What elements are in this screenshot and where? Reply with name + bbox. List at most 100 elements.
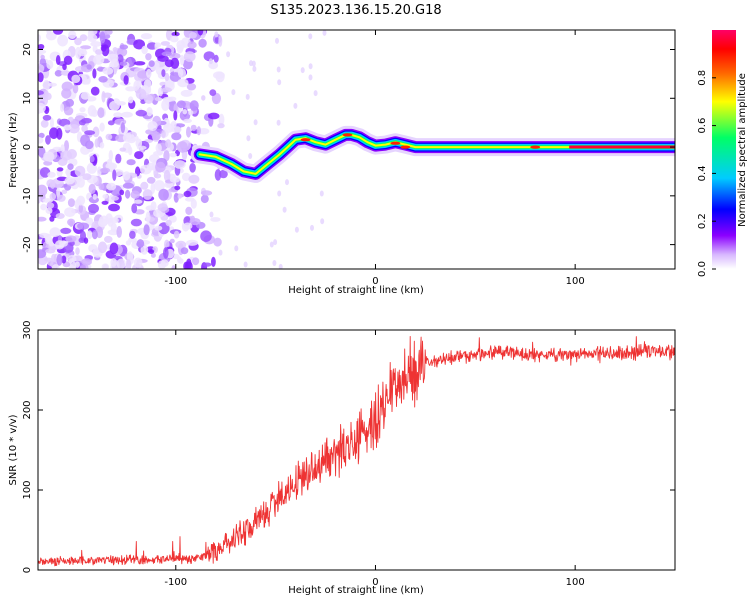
noise-blob [50, 117, 54, 129]
noise-blob [137, 70, 149, 79]
noise-blob [55, 55, 61, 65]
noise-blob [40, 119, 49, 128]
noise-blob [67, 163, 74, 170]
noise-speck [319, 190, 324, 197]
noise-blob [121, 111, 133, 118]
noise-blob [81, 258, 92, 266]
noise-blob [158, 188, 169, 201]
noise-blob [88, 30, 98, 36]
noise-blob [163, 169, 171, 182]
ridge-hotspot [400, 145, 411, 149]
noise-blob [107, 120, 115, 126]
noise-blob [219, 169, 228, 179]
noise-blob [179, 47, 184, 52]
noise-blob [209, 89, 217, 96]
noise-blob [183, 51, 196, 62]
noise-blob [180, 247, 189, 255]
ridge-hotspot [530, 145, 541, 149]
noise-blob [168, 96, 177, 102]
y-tick-label: -20 [22, 236, 33, 252]
snr-xlabel: Height of straight line (km) [288, 585, 424, 596]
noise-blob [218, 35, 223, 47]
noise-blob [105, 162, 117, 170]
colorbar-tick-label: 0.8 [697, 70, 708, 86]
noise-blob [38, 184, 48, 197]
noise-blob [92, 229, 98, 240]
noise-blob [141, 45, 148, 55]
noise-blob [60, 103, 65, 112]
noise-blob [40, 54, 45, 60]
noise-blob [48, 82, 57, 87]
noise-blob [197, 30, 204, 36]
noise-blob [176, 40, 186, 50]
noise-blob [181, 172, 191, 182]
noise-blob [113, 112, 123, 118]
noise-blob [171, 132, 182, 141]
noise-blob [179, 110, 191, 121]
noise-blob [176, 100, 186, 109]
noise-speck [320, 218, 325, 225]
noise-blob [176, 141, 188, 153]
noise-blob [64, 177, 75, 185]
colorbar-gradient [712, 30, 736, 269]
noise-blob [42, 198, 54, 203]
noise-blob [69, 220, 74, 227]
noise-blob [200, 190, 213, 196]
noise-blob [164, 72, 170, 82]
noise-blob [131, 203, 138, 214]
noise-speck [252, 65, 257, 72]
ridge-hotspot [390, 141, 401, 145]
noise-blob [213, 237, 222, 247]
noise-blob [182, 109, 188, 115]
noise-blob [56, 194, 66, 202]
noise-blob [104, 235, 113, 243]
noise-blob [98, 183, 105, 191]
noise-blob [192, 257, 200, 266]
noise-blob [68, 30, 77, 39]
noise-blob [38, 63, 45, 74]
noise-blob [126, 159, 136, 166]
noise-blob [177, 256, 182, 264]
noise-speck [275, 37, 279, 44]
noise-blob [89, 155, 95, 163]
noise-blob [175, 240, 187, 249]
noise-blob [173, 192, 179, 203]
noise-speck [282, 206, 287, 213]
noise-blob [72, 83, 79, 94]
noise-blob [111, 58, 119, 68]
noise-speck [276, 66, 281, 73]
noise-blob [42, 79, 50, 91]
colorbar-tick-label: 0.4 [697, 165, 708, 181]
noise-blob [84, 130, 96, 136]
noise-blob [92, 126, 100, 138]
noise-blob [85, 140, 94, 150]
noise-blob [40, 203, 47, 211]
noise-blob [145, 53, 152, 61]
noise-blob [52, 30, 64, 35]
y-tick-label: -10 [22, 188, 33, 204]
noise-blob [169, 152, 177, 158]
noise-speck [308, 74, 313, 81]
noise-blob [42, 114, 52, 121]
noise-blob [38, 72, 44, 83]
noise-blob [135, 109, 147, 117]
noise-blob [49, 192, 57, 201]
noise-speck [246, 135, 251, 142]
noise-blob [123, 75, 129, 85]
noise-blob [39, 232, 50, 239]
snr-marks [38, 336, 675, 567]
noise-blob [91, 109, 98, 117]
noise-blob [180, 89, 193, 97]
noise-blob [92, 193, 98, 200]
y-tick-label: 10 [22, 92, 33, 105]
noise-blob [150, 252, 156, 258]
noise-blob [99, 142, 105, 149]
noise-blob [146, 107, 153, 117]
noise-blob [109, 100, 120, 111]
noise-blob [80, 91, 90, 100]
spectrogram-xlabel: Height of straight line (km) [288, 285, 424, 296]
noise-blob [147, 121, 158, 131]
